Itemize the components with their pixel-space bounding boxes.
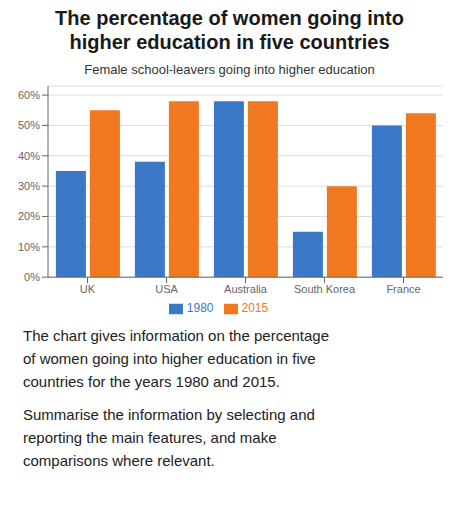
svg-text:0%: 0% <box>24 271 40 283</box>
svg-text:Australia: Australia <box>224 283 268 295</box>
svg-text:40%: 40% <box>18 150 40 162</box>
html-text:Female school-leavers going in: Female school-leavers going into higher … <box>84 62 375 77</box>
html-text:higher education in five count: higher education in five countries <box>69 31 390 53</box>
svg-text:50%: 50% <box>18 119 40 131</box>
svg-text:10%: 10% <box>18 241 40 253</box>
html-text:The chart gives information on: The chart gives information on the perce… <box>23 327 329 344</box>
html-text:The percentage of women going: The percentage of women going into <box>55 7 404 29</box>
html-text:comparisons where relevant.: comparisons where relevant. <box>23 452 215 469</box>
html-text:2015: 2015 <box>241 301 269 316</box>
html-text:Summarise the information by s: Summarise the information by selecting a… <box>23 406 315 423</box>
svg-text:30%: 30% <box>18 180 40 192</box>
html-text:1980: 1980 <box>186 301 214 316</box>
svg-text:USA: USA <box>155 283 178 295</box>
svg-text:France: France <box>386 283 420 295</box>
svg-text:60%: 60% <box>18 89 40 101</box>
html-text:of women going into higher edu: of women going into higher education in … <box>23 350 316 367</box>
html-text:reporting the main features, a: reporting the main features, and make <box>23 429 277 446</box>
svg-text:UK: UK <box>80 283 96 295</box>
svg-text:20%: 20% <box>18 210 40 222</box>
svg-text:South Korea: South Korea <box>294 283 356 295</box>
html-text:countries for the years 1980 a: countries for the years 1980 and 2015. <box>23 373 280 390</box>
